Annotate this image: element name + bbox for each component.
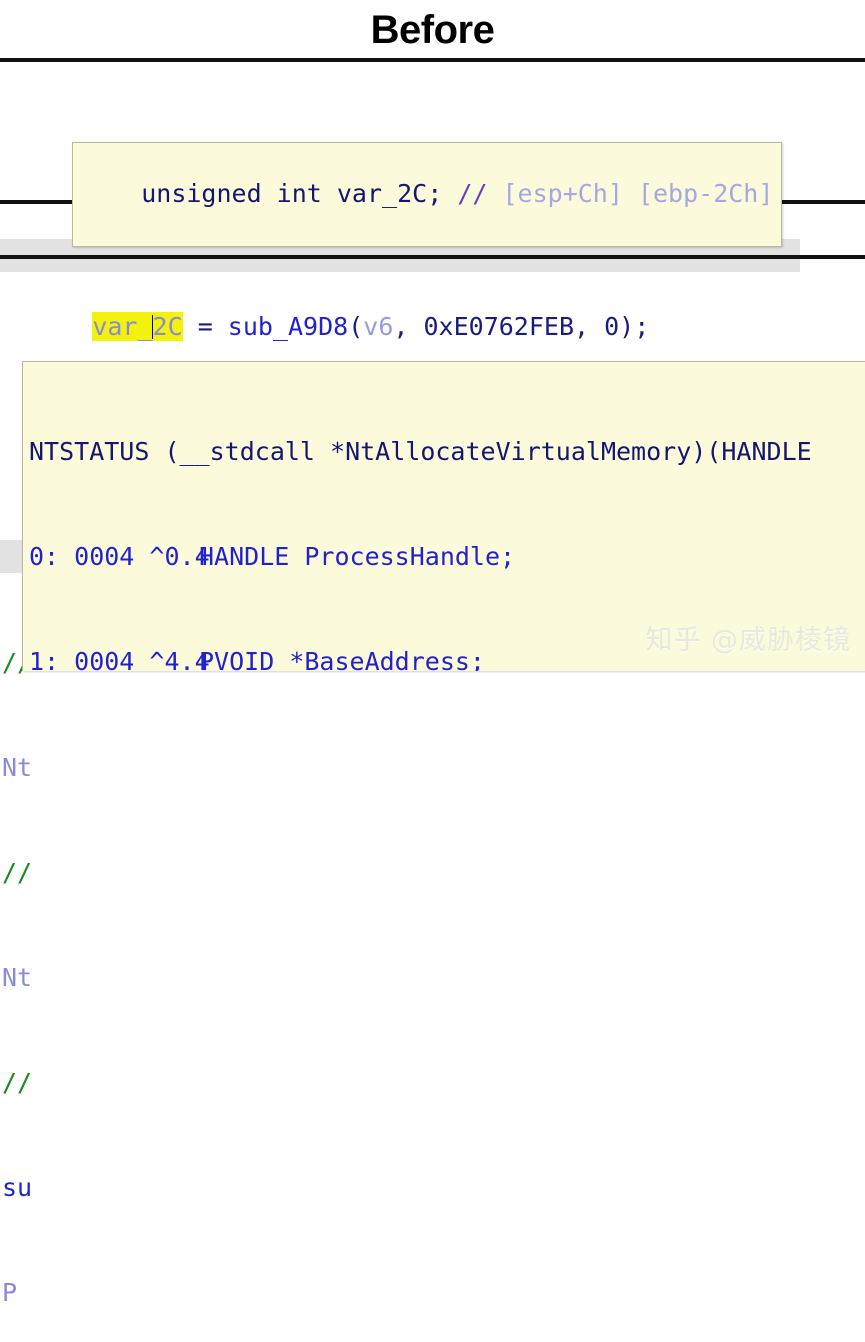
divider-below-after-heading [0,255,865,259]
code-line[interactable]: Nt [0,960,865,995]
after-code-line-text-9: P [2,1278,17,1307]
code-token: P [2,1278,18,1307]
code-token: = [182,312,228,341]
variable-declaration-tooltip: unsigned int var_2C; // [esp+Ch] [ebp-2C… [72,142,783,247]
code-token: sub_A9D8 [227,312,349,341]
code-token: 2C [152,312,183,341]
prototype-signature: NTSTATUS (__stdcall *NtAllocateVirtualMe… [29,437,812,466]
screenshot-root: Before var_1C = sub_A9D8(v6, 0x5C2D1A97,… [0,8,865,1307]
code-token: // [2,1068,33,1097]
prototype-arg-offset: 0: 0004 ^0.4 [29,542,210,571]
after-code-line-text-4: Nt [2,753,32,782]
code-line-text-1: var_2C = sub_A9D8(v6, 0xE0762FEB, 0); [92,312,649,341]
before-section-heading: Before [370,8,495,52]
code-token: , 0xE0762FEB, 0); [393,312,650,341]
code-line[interactable]: // [0,1065,865,1100]
prototype-arg-type: PVOID *BaseAddress; [199,647,485,671]
after-code-line-text-6: Nt [2,963,32,992]
code-token: // [2,858,33,887]
divider-below-before-heading [0,58,865,62]
code-line[interactable]: // [0,855,865,890]
code-token: Nt [2,963,33,992]
code-line[interactable]: P [0,1275,865,1310]
prototype-arg-row: 1: 0004 ^4.4 PVOID *BaseAddress; [23,644,865,671]
code-token: v6 [363,312,394,341]
tooltip-stack-offsets: [esp+Ch] [ebp-2Ch] [502,179,774,208]
tooltip-comment-marker: // [457,179,488,208]
code-token: var_ [92,312,153,341]
after-code-line-text-7: // [2,1068,32,1097]
prototype-arg-row: 0: 0004 ^0.4 HANDLE ProcessHandle; [23,539,865,574]
after-code-line-text-8: su [2,1173,32,1202]
prototype-arg-type: HANDLE ProcessHandle; [199,542,516,571]
function-prototype-tooltip: NTSTATUS (__stdcall *NtAllocateVirtualMe… [22,361,865,671]
code-line[interactable]: su [0,1170,865,1205]
code-line[interactable]: Nt [0,750,865,785]
after-code-line-text-5: // [2,858,32,887]
tooltip-declaration: unsigned int var_2C; [141,179,443,208]
code-token: Nt [2,753,33,782]
code-token: su [2,1173,33,1202]
code-token: ( [348,312,364,341]
zhihu-watermark: 知乎 @威胁棱镜 [645,625,851,656]
prototype-arg-offset: 1: 0004 ^4.4 [29,647,210,671]
